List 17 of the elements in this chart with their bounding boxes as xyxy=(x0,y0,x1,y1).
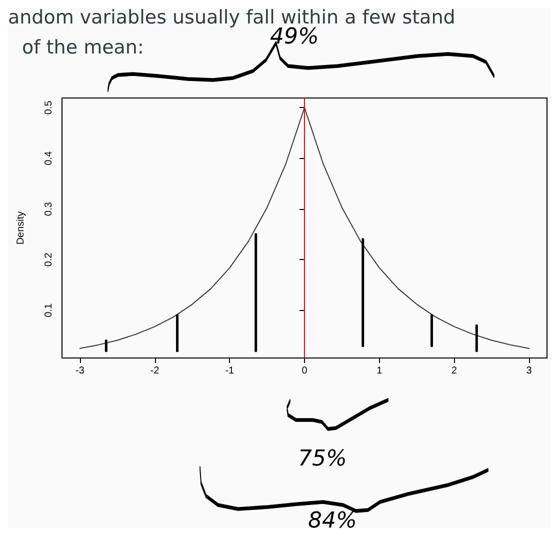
line-series xyxy=(79,107,530,349)
y-tick-label: 0.1 xyxy=(44,302,54,318)
text: 75% xyxy=(298,446,347,472)
y-tick-label: 0.2 xyxy=(44,252,54,267)
y-tick-label: 0.4 xyxy=(44,150,54,166)
y-axis-title: Density xyxy=(16,211,26,245)
x-tick-label: -2 xyxy=(150,366,160,376)
x-tick-label: 0 xyxy=(302,366,308,376)
x-tick-label: -3 xyxy=(76,366,85,376)
y-tick-label: 0.3 xyxy=(44,202,54,216)
x-tick-label: 1 xyxy=(376,366,383,376)
chart-subtitle: of the mean: xyxy=(22,36,144,58)
text: 84% xyxy=(308,508,357,534)
y-tick-label: 0.5 xyxy=(44,100,54,115)
x-tick-label: 2 xyxy=(451,366,458,376)
x-tick-label: 3 xyxy=(526,366,532,376)
x-tick-label: -1 xyxy=(225,366,235,376)
